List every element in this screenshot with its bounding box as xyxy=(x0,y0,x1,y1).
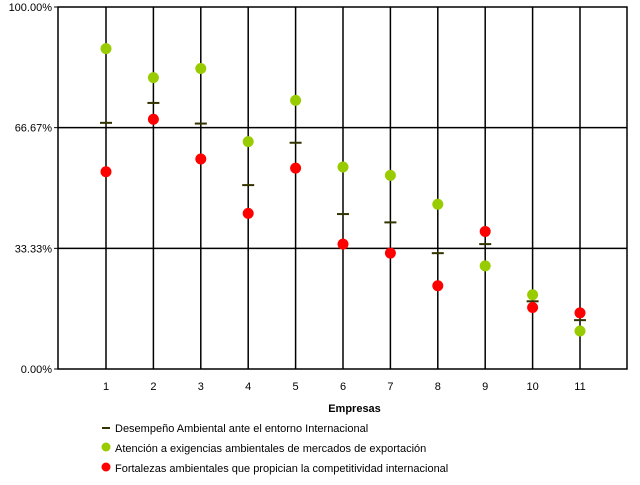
data-point-atencion xyxy=(147,72,159,84)
x-tick-label: 2 xyxy=(150,381,156,393)
x-tick-label: 3 xyxy=(198,381,204,393)
data-point-fortalezas xyxy=(147,113,159,125)
data-point-atencion xyxy=(574,325,586,337)
data-point-atencion xyxy=(290,94,302,106)
data-point-fortalezas xyxy=(527,301,539,313)
x-tick-label: 5 xyxy=(293,381,299,393)
legend-marker-atencion xyxy=(101,442,111,452)
data-point-fortalezas xyxy=(195,153,207,165)
x-tick-label: 10 xyxy=(526,381,538,393)
x-tick-label: 1 xyxy=(103,381,109,393)
legend-marker-fortalezas xyxy=(101,462,111,472)
data-point-atencion xyxy=(337,161,349,173)
data-point-fortalezas xyxy=(337,238,349,250)
data-point-fortalezas xyxy=(100,166,112,178)
x-tick-label: 8 xyxy=(435,381,441,393)
x-axis-label: Empresas xyxy=(328,403,381,415)
data-point-atencion xyxy=(527,289,539,301)
legend-label: Desempeño Ambiental ante el entorno Inte… xyxy=(115,423,368,435)
x-tick-label: 6 xyxy=(340,381,346,393)
data-point-fortalezas xyxy=(432,280,444,292)
data-point-atencion xyxy=(100,43,112,55)
data-point-fortalezas xyxy=(290,162,302,174)
data-point-atencion xyxy=(384,169,396,181)
legend-label: Fortalezas ambientales que propician la … xyxy=(115,463,448,475)
x-tick-label: 9 xyxy=(482,381,488,393)
x-tick-label: 11 xyxy=(574,381,585,393)
y-tick-label: 100.00% xyxy=(9,2,53,14)
data-point-fortalezas xyxy=(384,247,396,259)
data-point-atencion xyxy=(242,136,254,148)
data-point-atencion xyxy=(195,63,207,75)
data-point-fortalezas xyxy=(479,225,491,237)
y-tick-label: 66.67% xyxy=(15,123,53,135)
data-point-atencion xyxy=(432,198,444,210)
x-tick-label: 4 xyxy=(245,381,251,393)
data-point-atencion xyxy=(479,260,491,272)
data-point-fortalezas xyxy=(574,307,586,319)
y-tick-label: 0.00% xyxy=(21,364,52,376)
x-tick-label: 7 xyxy=(387,381,393,393)
data-point-fortalezas xyxy=(242,207,254,219)
y-tick-label: 33.33% xyxy=(15,243,53,255)
legend-label: Atención a exigencias ambientales de mer… xyxy=(115,443,426,455)
